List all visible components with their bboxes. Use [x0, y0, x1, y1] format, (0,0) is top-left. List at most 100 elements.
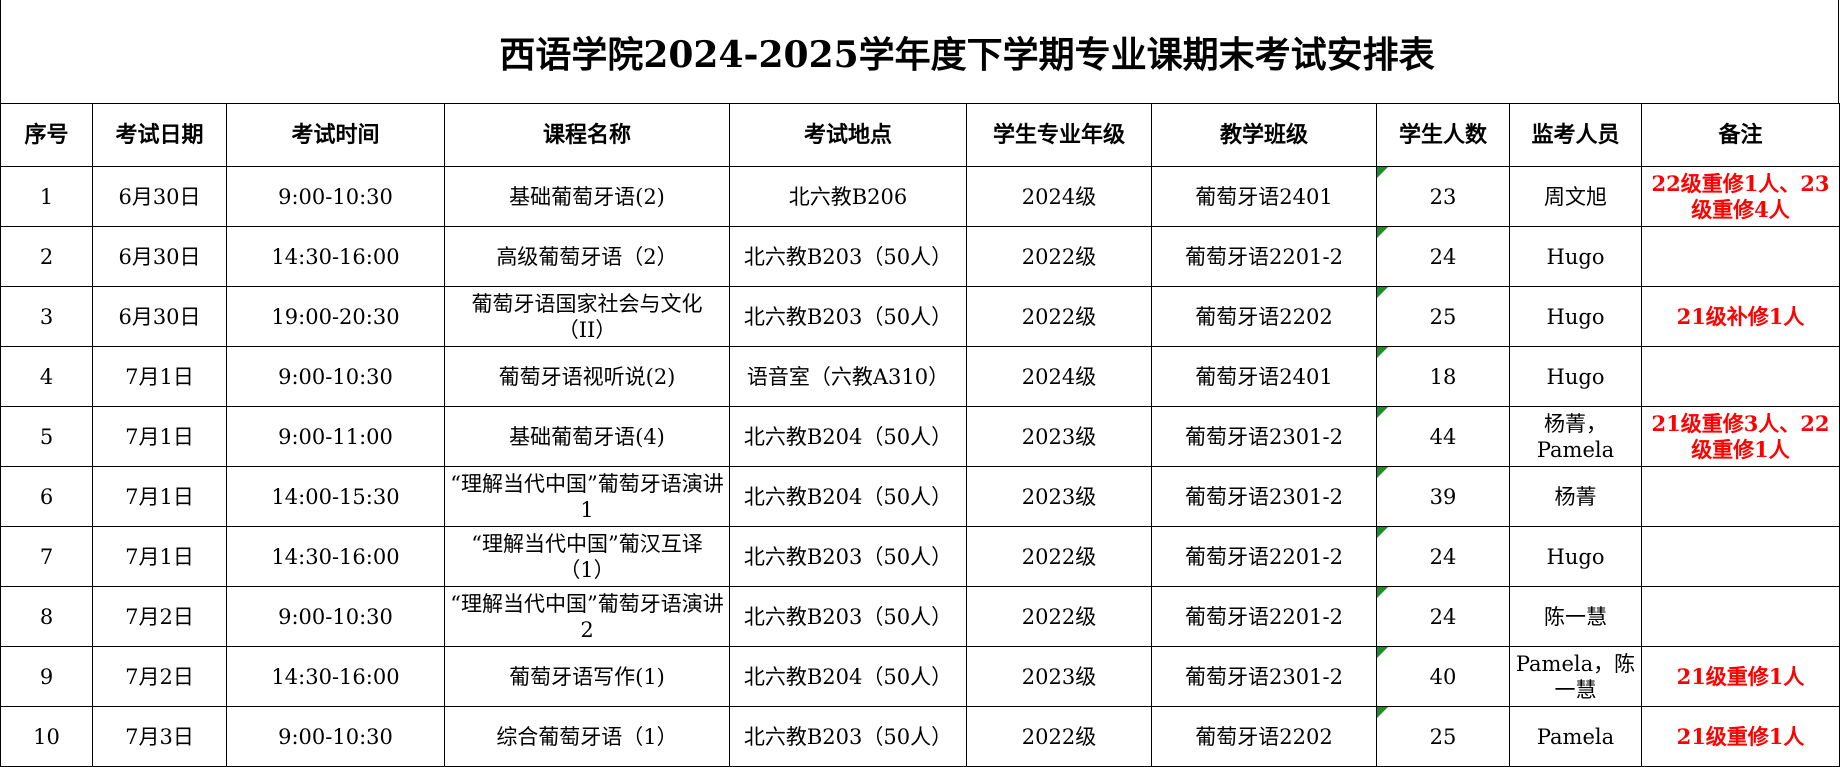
- header-grade[interactable]: 学生专业年级: [966, 103, 1152, 167]
- cell-date[interactable]: 7月1日: [92, 466, 227, 527]
- cell-class[interactable]: 葡萄牙语2301-2: [1151, 466, 1377, 527]
- cell-count[interactable]: 24: [1376, 586, 1510, 647]
- cell-date[interactable]: 7月2日: [92, 646, 227, 707]
- cell-remark[interactable]: [1641, 466, 1840, 527]
- header-course[interactable]: 课程名称: [444, 103, 730, 167]
- cell-remark[interactable]: 21级重修3人、22级重修1人: [1641, 406, 1840, 467]
- cell-time[interactable]: 14:00-15:30: [226, 466, 445, 527]
- cell-grade[interactable]: 2023级: [966, 466, 1152, 527]
- cell-place[interactable]: 北六教B204（50人）: [729, 466, 967, 527]
- cell-time[interactable]: 9:00-11:00: [226, 406, 445, 467]
- cell-course[interactable]: “理解当代中国”葡萄牙语演讲1: [444, 466, 730, 527]
- cell-class[interactable]: 葡萄牙语2401: [1151, 346, 1377, 407]
- cell-time[interactable]: 9:00-10:30: [226, 346, 445, 407]
- cell-course[interactable]: 高级葡萄牙语（2）: [444, 226, 730, 287]
- cell-class[interactable]: 葡萄牙语2201-2: [1151, 226, 1377, 287]
- cell-grade[interactable]: 2022级: [966, 586, 1152, 647]
- cell-course[interactable]: 基础葡萄牙语(2): [444, 166, 730, 227]
- cell-place[interactable]: 北六教B206: [729, 166, 967, 227]
- cell-class[interactable]: 葡萄牙语2201-2: [1151, 586, 1377, 647]
- cell-remark[interactable]: [1641, 226, 1840, 287]
- cell-date[interactable]: 6月30日: [92, 286, 227, 347]
- cell-course[interactable]: 综合葡萄牙语（1）: [444, 706, 730, 767]
- cell-place[interactable]: 北六教B203（50人）: [729, 526, 967, 587]
- cell-place[interactable]: 北六教B203（50人）: [729, 286, 967, 347]
- header-proctor[interactable]: 监考人员: [1509, 103, 1642, 167]
- cell-course[interactable]: 葡萄牙语国家社会与文化（II）: [444, 286, 730, 347]
- cell-proctor[interactable]: Pamela，陈一慧: [1509, 646, 1642, 707]
- cell-date[interactable]: 7月1日: [92, 526, 227, 587]
- cell-grade[interactable]: 2022级: [966, 226, 1152, 287]
- cell-remark[interactable]: 21级重修1人: [1641, 646, 1840, 707]
- cell-time[interactable]: 14:30-16:00: [226, 646, 445, 707]
- cell-course[interactable]: 葡萄牙语写作(1): [444, 646, 730, 707]
- cell-grade[interactable]: 2024级: [966, 346, 1152, 407]
- cell-course[interactable]: 葡萄牙语视听说(2): [444, 346, 730, 407]
- cell-no[interactable]: 8: [0, 586, 93, 647]
- cell-count[interactable]: 24: [1376, 526, 1510, 587]
- cell-no[interactable]: 7: [0, 526, 93, 587]
- cell-no[interactable]: 5: [0, 406, 93, 467]
- cell-no[interactable]: 6: [0, 466, 93, 527]
- cell-time[interactable]: 9:00-10:30: [226, 586, 445, 647]
- cell-time[interactable]: 9:00-10:30: [226, 706, 445, 767]
- cell-class[interactable]: 葡萄牙语2301-2: [1151, 406, 1377, 467]
- header-count[interactable]: 学生人数: [1376, 103, 1510, 167]
- cell-time[interactable]: 9:00-10:30: [226, 166, 445, 227]
- cell-remark[interactable]: 21级重修1人: [1641, 706, 1840, 767]
- cell-date[interactable]: 7月3日: [92, 706, 227, 767]
- cell-proctor[interactable]: Hugo: [1509, 286, 1642, 347]
- cell-date[interactable]: 6月30日: [92, 226, 227, 287]
- cell-proctor[interactable]: Hugo: [1509, 526, 1642, 587]
- cell-place[interactable]: 北六教B204（50人）: [729, 646, 967, 707]
- cell-no[interactable]: 2: [0, 226, 93, 287]
- header-class[interactable]: 教学班级: [1151, 103, 1377, 167]
- title-cell[interactable]: 西语学院2024-2025学年度下学期专业课期末考试安排表: [0, 0, 1839, 103]
- cell-grade[interactable]: 2022级: [966, 286, 1152, 347]
- cell-remark[interactable]: [1641, 346, 1840, 407]
- cell-no[interactable]: 4: [0, 346, 93, 407]
- header-remark[interactable]: 备注: [1641, 103, 1840, 167]
- cell-count[interactable]: 25: [1376, 706, 1510, 767]
- cell-no[interactable]: 10: [0, 706, 93, 767]
- cell-place[interactable]: 语音室（六教A310）: [729, 346, 967, 407]
- cell-remark[interactable]: [1641, 526, 1840, 587]
- cell-grade[interactable]: 2022级: [966, 706, 1152, 767]
- cell-remark[interactable]: 21级补修1人: [1641, 286, 1840, 347]
- cell-class[interactable]: 葡萄牙语2202: [1151, 706, 1377, 767]
- cell-count[interactable]: 23: [1376, 166, 1510, 227]
- cell-proctor[interactable]: 周文旭: [1509, 166, 1642, 227]
- cell-class[interactable]: 葡萄牙语2301-2: [1151, 646, 1377, 707]
- cell-date[interactable]: 7月1日: [92, 406, 227, 467]
- cell-remark[interactable]: [1641, 586, 1840, 647]
- cell-count[interactable]: 40: [1376, 646, 1510, 707]
- cell-course[interactable]: “理解当代中国”葡萄牙语演讲2: [444, 586, 730, 647]
- cell-class[interactable]: 葡萄牙语2201-2: [1151, 526, 1377, 587]
- cell-remark[interactable]: 22级重修1人、23级重修4人: [1641, 166, 1840, 227]
- header-date[interactable]: 考试日期: [92, 103, 227, 167]
- header-time[interactable]: 考试时间: [226, 103, 445, 167]
- cell-grade[interactable]: 2023级: [966, 646, 1152, 707]
- header-no[interactable]: 序号: [0, 103, 93, 167]
- cell-date[interactable]: 7月1日: [92, 346, 227, 407]
- cell-time[interactable]: 14:30-16:00: [226, 226, 445, 287]
- cell-class[interactable]: 葡萄牙语2202: [1151, 286, 1377, 347]
- cell-proctor[interactable]: Hugo: [1509, 346, 1642, 407]
- cell-place[interactable]: 北六教B203（50人）: [729, 226, 967, 287]
- cell-no[interactable]: 3: [0, 286, 93, 347]
- cell-place[interactable]: 北六教B204（50人）: [729, 406, 967, 467]
- cell-time[interactable]: 19:00-20:30: [226, 286, 445, 347]
- cell-no[interactable]: 9: [0, 646, 93, 707]
- cell-date[interactable]: 7月2日: [92, 586, 227, 647]
- cell-proctor[interactable]: 杨菁: [1509, 466, 1642, 527]
- cell-no[interactable]: 1: [0, 166, 93, 227]
- cell-count[interactable]: 24: [1376, 226, 1510, 287]
- cell-place[interactable]: 北六教B203（50人）: [729, 706, 967, 767]
- cell-proctor[interactable]: Pamela: [1509, 706, 1642, 767]
- cell-course[interactable]: 基础葡萄牙语(4): [444, 406, 730, 467]
- cell-count[interactable]: 18: [1376, 346, 1510, 407]
- cell-grade[interactable]: 2024级: [966, 166, 1152, 227]
- cell-course[interactable]: “理解当代中国”葡汉互译（1）: [444, 526, 730, 587]
- cell-grade[interactable]: 2023级: [966, 406, 1152, 467]
- cell-time[interactable]: 14:30-16:00: [226, 526, 445, 587]
